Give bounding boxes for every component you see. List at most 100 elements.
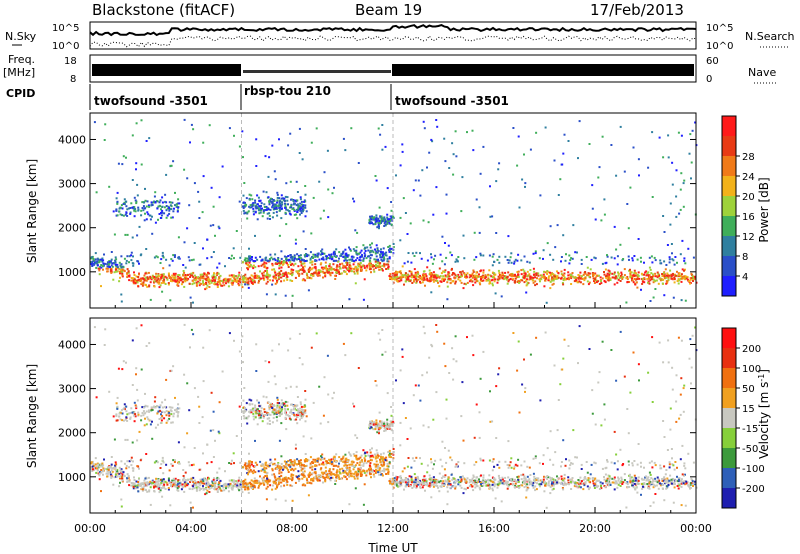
power-cell xyxy=(267,196,270,199)
velocity-cell xyxy=(386,392,389,395)
power-cell xyxy=(239,281,242,284)
velocity-cell xyxy=(551,488,554,491)
power-cell xyxy=(526,283,529,286)
power-cell xyxy=(392,281,395,284)
velocity-cell xyxy=(647,485,650,488)
power-cell xyxy=(694,275,697,278)
velocity-cell xyxy=(125,410,128,413)
power-cell xyxy=(106,267,109,270)
velocity-cell xyxy=(346,469,349,471)
power-cell xyxy=(675,195,678,198)
power-cell xyxy=(225,282,227,285)
power-cell xyxy=(485,279,488,282)
velocity-cell xyxy=(228,332,231,335)
power-cell xyxy=(335,266,338,269)
power-cell xyxy=(601,262,604,265)
velocity-cell xyxy=(648,479,651,482)
power-cell xyxy=(388,222,391,225)
colorbar-frame xyxy=(721,115,737,297)
velocity-cell xyxy=(369,451,372,454)
power-cell xyxy=(385,251,388,254)
velocity-cell xyxy=(218,432,221,435)
velocity-cell xyxy=(488,459,491,462)
velocity-cell xyxy=(112,483,115,486)
power-cell xyxy=(605,274,608,277)
velocity-cell xyxy=(254,481,257,484)
velocity-cell xyxy=(390,456,392,459)
power-cell xyxy=(274,262,277,265)
power-cell xyxy=(426,259,429,262)
velocity-cell xyxy=(342,461,345,463)
power-cell xyxy=(266,212,269,215)
power-cell xyxy=(503,275,506,278)
power-cell xyxy=(385,268,388,270)
power-cell xyxy=(285,274,288,277)
velocity-cell xyxy=(193,447,196,449)
power-cell xyxy=(135,275,138,278)
power-cell xyxy=(277,205,280,208)
power-cell xyxy=(276,279,278,282)
power-cell xyxy=(421,281,424,284)
power-cell xyxy=(608,270,611,273)
power-cell xyxy=(387,260,390,263)
velocity-cell xyxy=(383,421,386,424)
power-cell xyxy=(413,255,416,257)
velocity-cell xyxy=(132,469,135,472)
power-cell xyxy=(272,276,275,279)
power-cell xyxy=(447,273,450,276)
power-cell xyxy=(142,205,145,208)
power-cell xyxy=(356,271,359,273)
power-cell xyxy=(392,246,395,248)
velocity-cell xyxy=(686,481,689,484)
power-cell xyxy=(369,215,371,218)
power-cell xyxy=(176,282,179,285)
velocity-cell xyxy=(576,456,578,459)
velocity-cell xyxy=(395,475,397,478)
power-cell xyxy=(290,206,293,209)
velocity-cell xyxy=(161,401,164,404)
power-cell xyxy=(650,277,653,280)
power-cell xyxy=(578,274,581,277)
power-cell xyxy=(680,280,683,283)
noise-right-tick-high: 10^5 xyxy=(706,23,733,34)
velocity-cell xyxy=(359,456,362,459)
power-cell xyxy=(337,260,340,263)
velocity-cell xyxy=(264,475,267,477)
power-cell xyxy=(182,264,185,266)
velocity-cell xyxy=(309,462,312,465)
power-cell xyxy=(556,270,558,273)
power-cell xyxy=(570,274,572,276)
power-cell xyxy=(93,263,96,266)
power-cell xyxy=(134,199,137,202)
velocity-cell xyxy=(210,391,213,394)
power-cell xyxy=(273,207,276,210)
power-cell xyxy=(562,283,565,286)
velocity-cell xyxy=(242,406,245,409)
power-cell xyxy=(549,274,552,277)
power-cell xyxy=(193,274,196,277)
power-cell xyxy=(210,186,213,189)
velocity-cell xyxy=(125,464,128,467)
power-cell xyxy=(271,264,274,267)
power-cell xyxy=(282,261,285,264)
velocity-cell xyxy=(246,483,248,486)
power-cell xyxy=(110,258,113,261)
power-cell xyxy=(193,182,196,185)
velocity-cell xyxy=(267,401,270,404)
power-cell xyxy=(684,278,687,281)
power-cell xyxy=(256,218,259,221)
power-cell xyxy=(388,249,391,252)
power-cell xyxy=(297,272,299,275)
power-cell xyxy=(263,274,266,277)
velocity-cell xyxy=(432,479,435,482)
power-cell xyxy=(101,260,104,263)
power-cell xyxy=(242,261,245,264)
velocity-cell xyxy=(462,492,465,495)
velocity-cell xyxy=(320,456,323,459)
velocity-cell xyxy=(301,363,304,366)
velocity-cell xyxy=(468,478,471,481)
power-cell xyxy=(379,250,382,253)
power-cell xyxy=(369,257,372,260)
power-cell xyxy=(275,211,278,214)
